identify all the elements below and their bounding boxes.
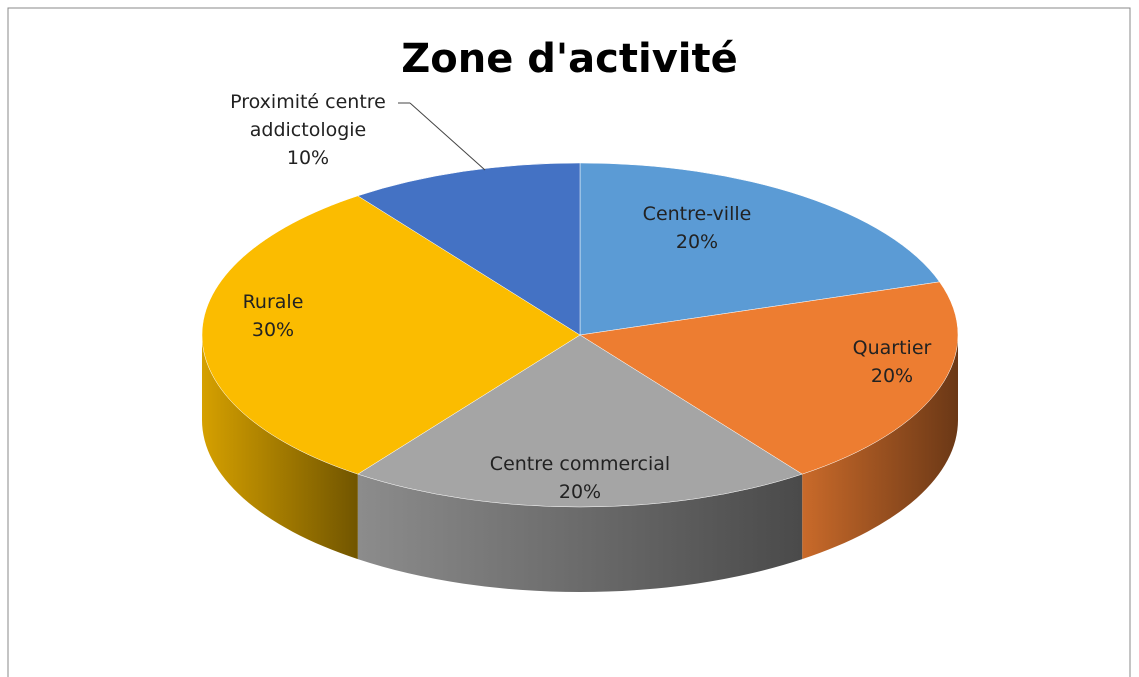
leader-line [409,102,486,171]
pie-slice-side [357,474,803,593]
value-label: 20% [558,481,602,503]
pie-slice [357,334,803,508]
data-label: Rurale 30% [243,288,304,344]
value-label: 10% [286,147,330,169]
category-label: Quartier [852,337,932,359]
chart-title: Zone d'activité [401,36,738,82]
pie-slice [579,281,959,475]
pie-slice [201,195,581,475]
data-label: Centre commercial 20% [490,450,670,506]
value-label: 20% [675,231,719,253]
value-label: 20% [870,365,914,387]
chart-border [7,7,1131,677]
pie-slice [579,162,940,336]
pie-tops [201,162,959,508]
data-label: Proximité centre addictologie 10% [213,88,403,172]
pie-slice-side [202,335,358,560]
category-label: Proximité centre addictologie [230,91,386,141]
pie-slice-side [802,335,958,560]
category-label: Rurale [242,291,304,313]
pie-sides [202,335,958,593]
value-label: 30% [251,319,295,341]
pie-slice [357,162,581,336]
data-label: Quartier 20% [853,334,932,390]
data-label: Centre-ville 20% [643,200,752,256]
category-label: Centre commercial [489,453,671,475]
category-label: Centre-ville [642,203,752,225]
